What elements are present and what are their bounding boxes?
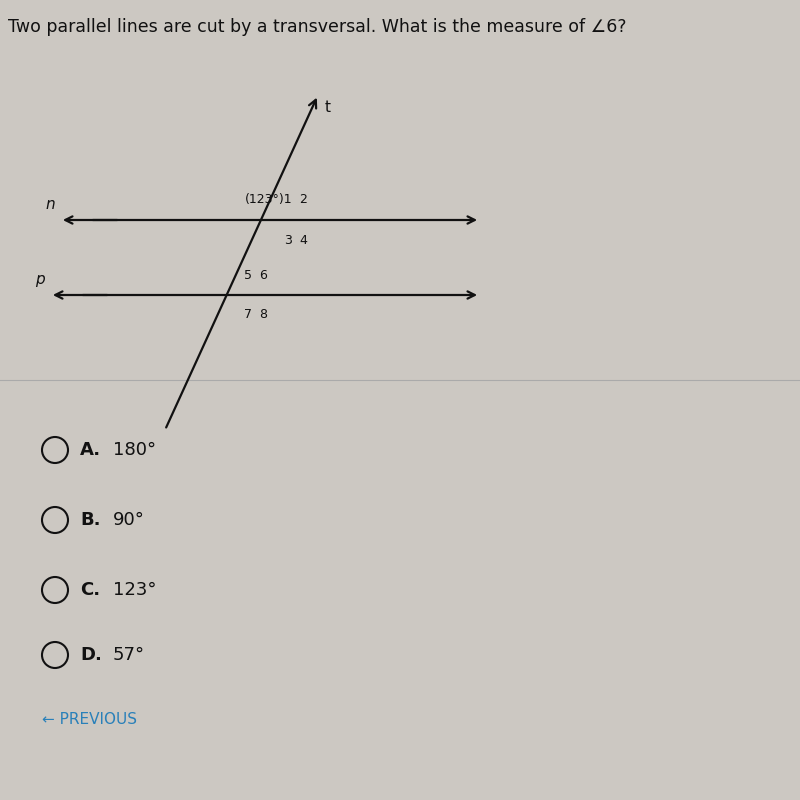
Text: 57°: 57° [113, 646, 145, 664]
Text: 6: 6 [259, 269, 267, 282]
Text: ← PREVIOUS: ← PREVIOUS [42, 713, 137, 727]
Text: p: p [35, 272, 45, 287]
Text: 8: 8 [259, 308, 267, 321]
Text: 180°: 180° [113, 441, 156, 459]
Text: 2: 2 [299, 193, 307, 206]
Text: B.: B. [80, 511, 101, 529]
Text: 5: 5 [244, 269, 252, 282]
Text: Two parallel lines are cut by a transversal. What is the measure of ∠6?: Two parallel lines are cut by a transver… [8, 18, 626, 36]
Text: (123°)1: (123°)1 [244, 193, 292, 206]
Text: n: n [46, 197, 55, 212]
Text: D.: D. [80, 646, 102, 664]
Text: 123°: 123° [113, 581, 157, 599]
Text: t: t [325, 100, 331, 115]
Text: 7: 7 [244, 308, 252, 321]
Text: 3: 3 [284, 234, 292, 247]
Text: C.: C. [80, 581, 100, 599]
Text: A.: A. [80, 441, 101, 459]
Text: 90°: 90° [113, 511, 145, 529]
Text: 4: 4 [299, 234, 307, 247]
